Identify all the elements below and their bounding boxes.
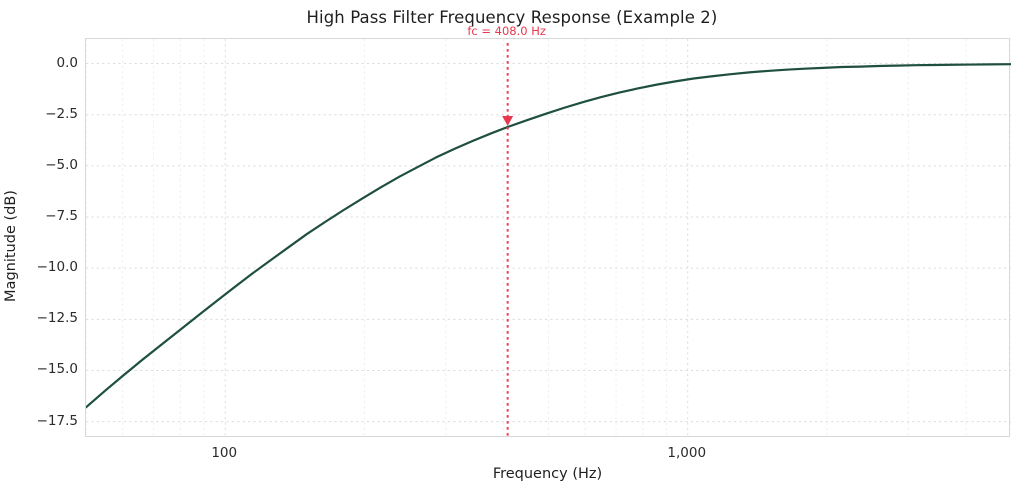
y-tick-label: −12.5 [36,310,78,327]
x-tick-label: 100 [211,445,238,461]
x-tick-label: 1,000 [667,445,707,461]
y-tick-label: −5.0 [45,156,78,173]
plot-area [85,38,1011,438]
x-axis-ticks: 100 1,000 [85,437,1010,465]
y-axis-ticks: 0.0 −2.5 −5.0 −7.5 −10.0 −12.5 −15.0 −17.5 [0,38,78,437]
y-tick-label: 0.0 [56,54,78,71]
chart-title: High Pass Filter Frequency Response (Exa… [306,8,718,27]
y-tick-label: −17.5 [36,412,78,429]
annotation-arrowhead [502,115,514,126]
series-line-magnitude [86,63,1011,409]
x-axis-label: Frequency (Hz) [492,466,603,482]
plot-canvas [86,39,1011,438]
y-tick-label: −10.0 [36,259,78,276]
annotation-label-cutoff-frequency: fc = 408.0 Hz [467,24,546,39]
y-tick-label: −7.5 [45,208,78,225]
y-tick-label: −15.0 [36,361,78,378]
y-tick-label: −2.5 [45,105,78,122]
